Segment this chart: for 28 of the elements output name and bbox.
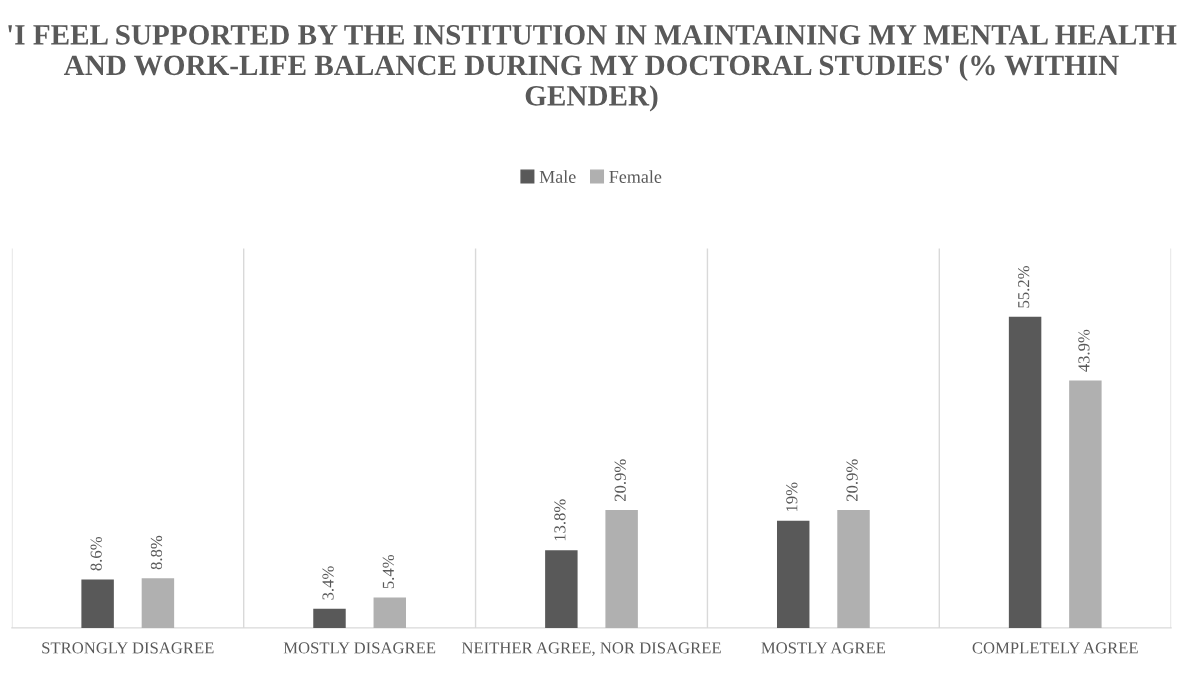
data-label: 3.4%	[322, 566, 334, 600]
data-label: 19%	[786, 482, 798, 512]
bar	[776, 520, 810, 628]
bar	[373, 597, 407, 628]
x-tick-label: STRONGLY DISAGREE	[42, 642, 214, 654]
bar	[1008, 316, 1042, 628]
data-label: 5.4%	[382, 554, 395, 589]
data-label: 20.9%	[846, 459, 858, 502]
bar	[1069, 380, 1102, 628]
bar	[837, 510, 870, 628]
chart-title: 'I FEEL SUPPORTED BY THE INSTITUTION IN MAINTAINING MY MENTAL HEALTH AND WORK-LIFE BALANCE DURING MY DOCTORAL STUDIES' (% WITHIN GENDER)	[8, 25, 1177, 112]
data-label: 13.8%	[554, 499, 566, 541]
legend-label: Male	[539, 170, 576, 183]
x-tick-label: MOSTLY AGREE	[761, 642, 886, 654]
bar	[141, 578, 175, 628]
bar	[81, 579, 114, 628]
bar	[313, 608, 346, 628]
data-label: 20.9%	[614, 459, 626, 502]
x-tick-label: COMPLETELY AGREE	[972, 642, 1138, 654]
x-tick-label: NEITHER AGREE, NOR DISAGREE	[461, 642, 721, 656]
x-tick-label: MOSTLY DISAGREE	[283, 642, 436, 654]
data-label: 55.2%	[1018, 266, 1030, 308]
legend-label: Female	[609, 170, 662, 183]
bar	[545, 550, 578, 628]
data-label: 8.6%	[90, 536, 102, 571]
data-label: 8.8%	[150, 535, 163, 570]
data-label: 43.9%	[1078, 329, 1090, 372]
bar	[605, 510, 638, 628]
